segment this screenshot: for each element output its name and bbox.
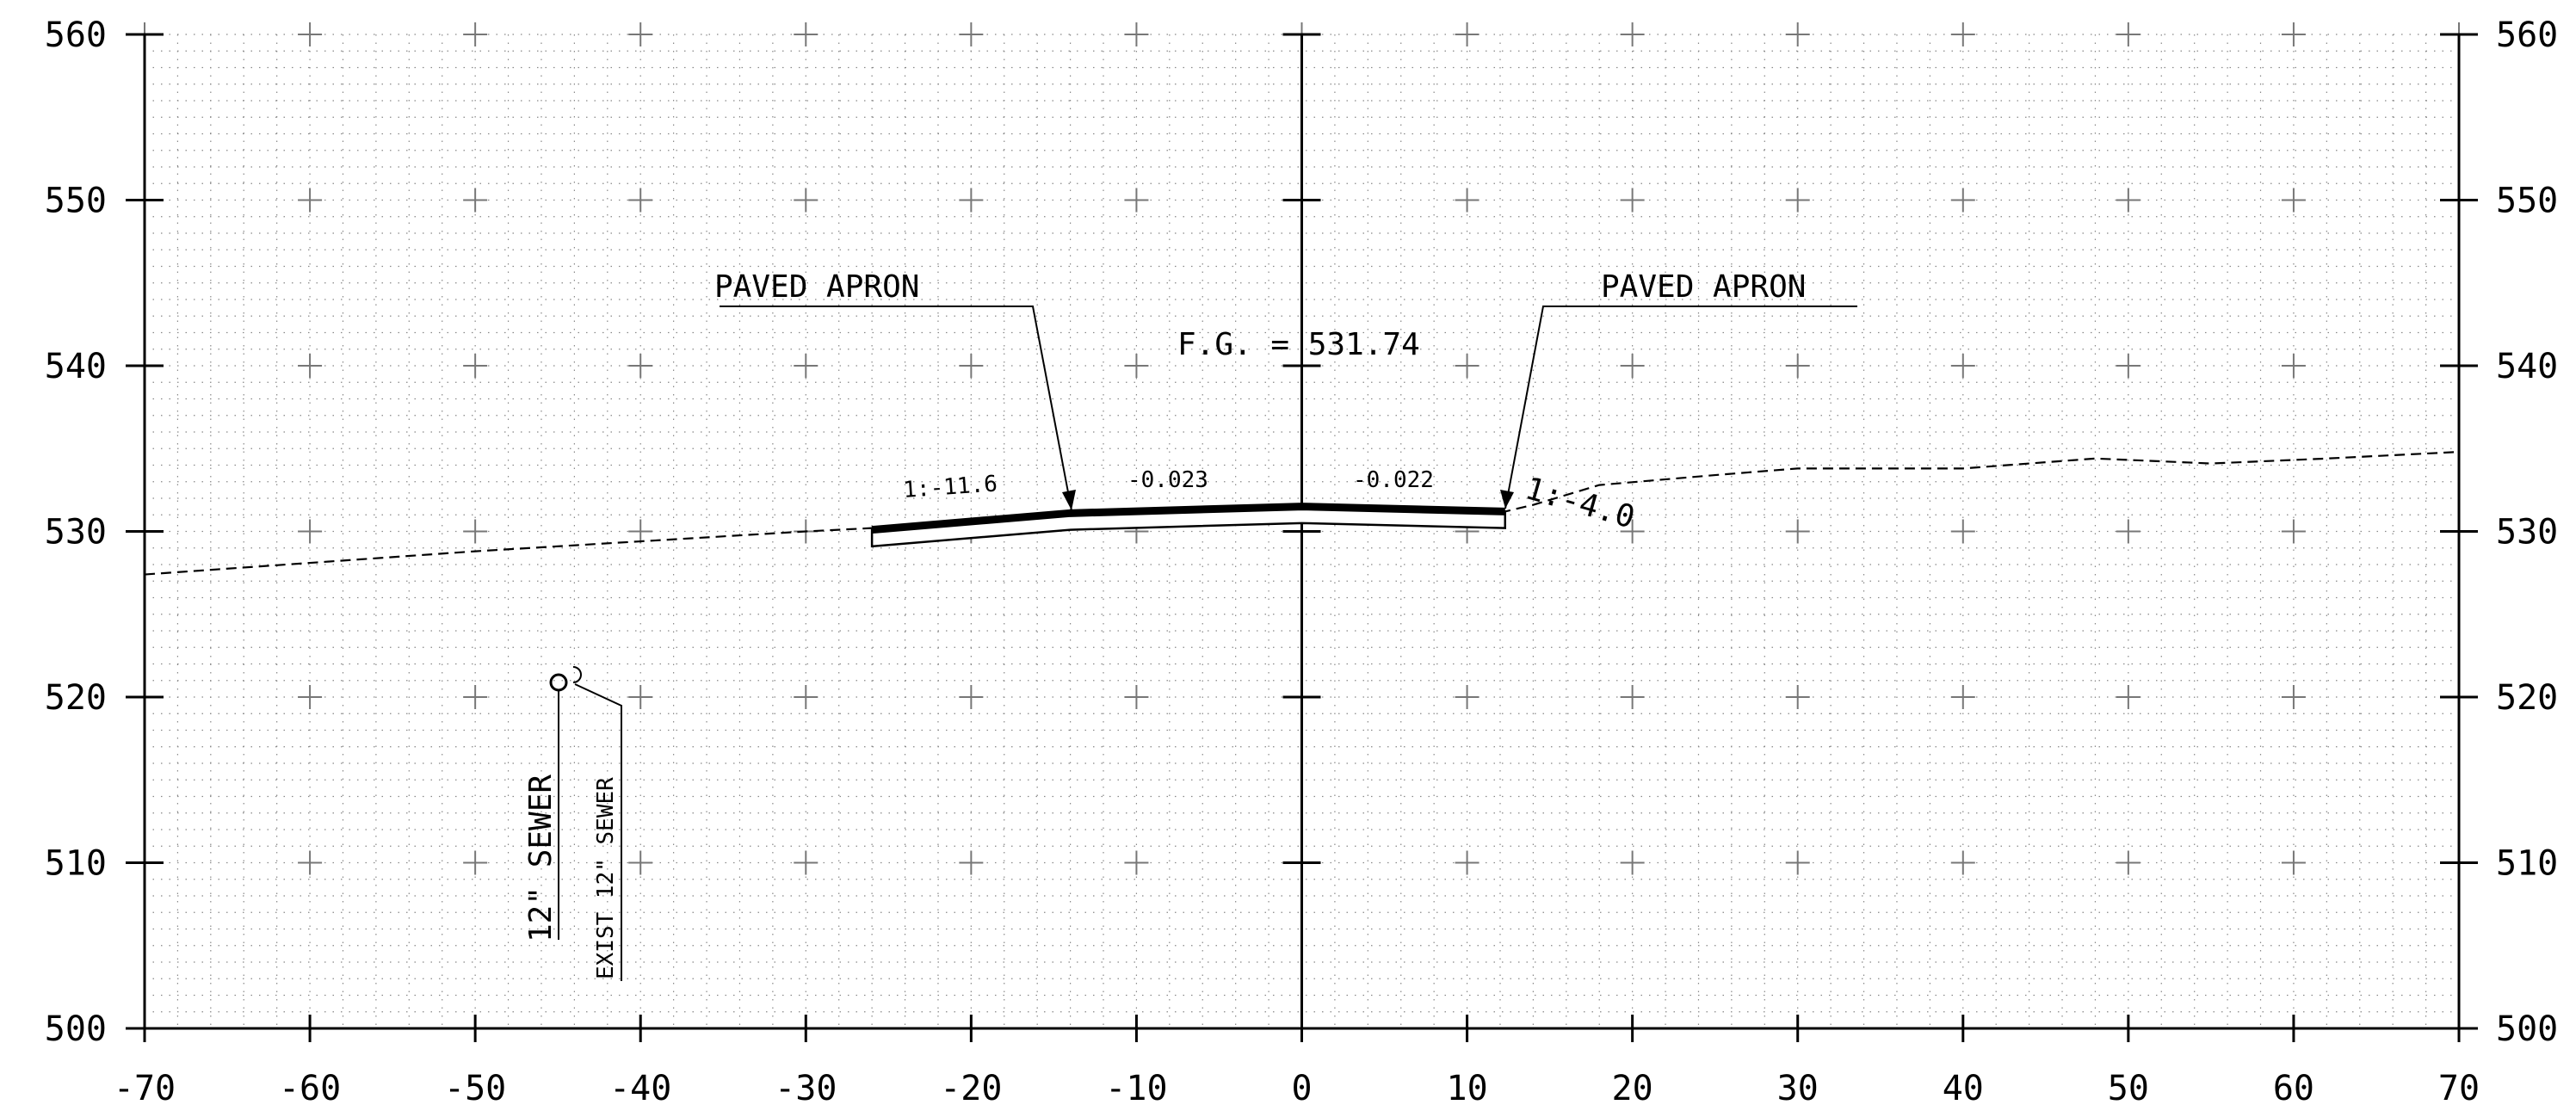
y-tick-label-left: 500	[45, 1009, 107, 1049]
y-tick-label-right: 540	[2496, 347, 2558, 386]
y-tick-label-left: 530	[45, 513, 107, 552]
exist-sewer-pipe-symbol	[572, 666, 582, 683]
left-grade-label: -0.023	[1127, 467, 1208, 493]
y-tick-label-left: 540	[45, 347, 107, 386]
y-tick-label-right: 550	[2496, 182, 2558, 221]
x-tick-label: 50	[2108, 1069, 2149, 1108]
x-tick-label: -10	[1105, 1069, 1167, 1108]
paved-apron-left-label: PAVED APRON	[714, 269, 919, 305]
y-tick-label-left: 510	[45, 844, 107, 884]
axis-ticks	[126, 33, 2478, 1042]
paved-apron-left-arrowhead	[1062, 490, 1076, 510]
sewer-label: 12" SEWER	[523, 775, 559, 942]
y-tick-label-left: 520	[45, 678, 107, 718]
paved-apron-right-arrowhead	[1500, 490, 1514, 509]
right-slope-label: 1:-4.0	[1522, 471, 1639, 535]
x-tick-label: -70	[114, 1069, 176, 1108]
x-tick-label: -40	[609, 1069, 671, 1108]
x-tick-label: 20	[1612, 1069, 1653, 1108]
y-tick-label-right: 560	[2496, 15, 2558, 55]
sewer-pipe-symbol	[549, 673, 568, 692]
y-tick-label-right: 520	[2496, 678, 2558, 718]
existing-ground-line	[144, 451, 2460, 576]
x-tick-label: -50	[444, 1069, 506, 1108]
exist-sewer-label: EXIST 12" SEWER	[593, 777, 619, 979]
annotations: PAVED APRON PAVED APRON F.G. = 531.74 1:…	[523, 269, 1857, 981]
profile-lines	[144, 451, 2460, 576]
y-tick-label-left: 550	[45, 182, 107, 221]
y-tick-label-right: 530	[2496, 513, 2558, 552]
x-tick-label: -30	[775, 1069, 837, 1108]
finished-grade-label: F.G. = 531.74	[1177, 327, 1420, 362]
x-tick-label: 70	[2438, 1069, 2480, 1108]
x-tick-label: -60	[279, 1069, 341, 1108]
paved-apron-right-label: PAVED APRON	[1601, 269, 1806, 305]
y-tick-label-right: 510	[2496, 844, 2558, 884]
x-tick-label: 0	[1291, 1069, 1312, 1108]
paved-apron-right-leader	[1504, 306, 1857, 509]
left-slope-label: 1:-11.6	[902, 471, 998, 503]
y-tick-label-left: 560	[45, 15, 107, 55]
finished-grade-line	[871, 503, 1505, 534]
exist-sewer-leader	[574, 683, 622, 981]
x-tick-label: 40	[1943, 1069, 1984, 1108]
paved-apron-left-leader	[720, 306, 1072, 511]
x-tick-label: 30	[1777, 1069, 1819, 1108]
x-tick-label: -20	[940, 1069, 1002, 1108]
x-tick-label: 10	[1446, 1069, 1487, 1108]
right-grade-label: -0.022	[1353, 467, 1434, 493]
y-tick-label-right: 500	[2496, 1009, 2558, 1049]
x-tick-label: 60	[2273, 1069, 2314, 1108]
